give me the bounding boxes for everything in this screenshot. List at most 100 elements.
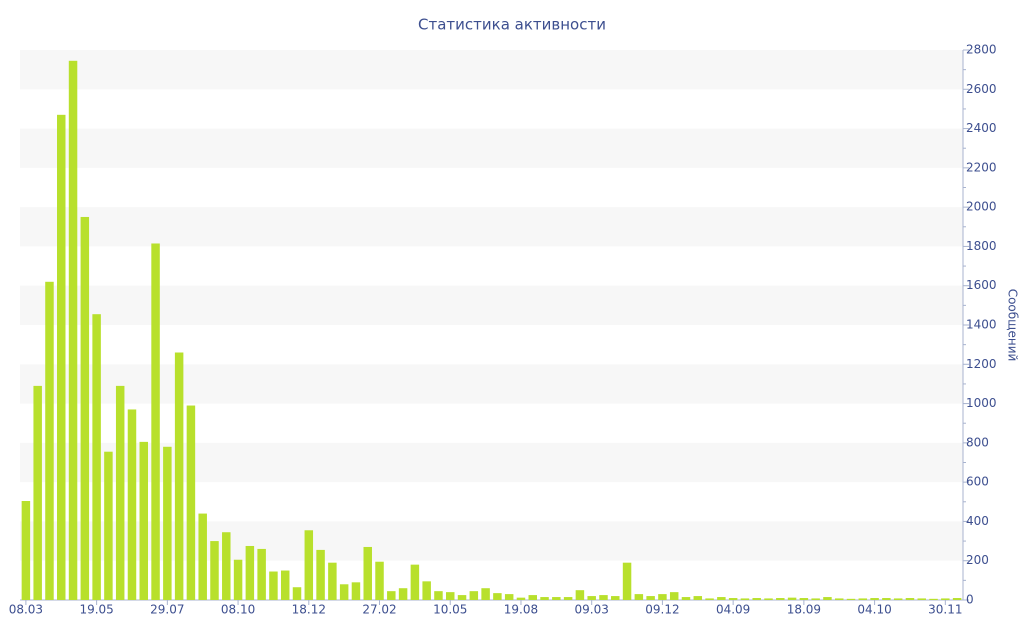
bar <box>434 591 443 600</box>
y-tick-label: 1200 <box>966 357 997 371</box>
x-tick-label: 27.02 <box>362 603 396 617</box>
bar <box>163 446 172 600</box>
bar <box>575 590 585 600</box>
bar <box>646 596 655 600</box>
bar <box>292 587 302 600</box>
grid-band <box>20 128 963 168</box>
grid-band <box>20 207 963 247</box>
bar <box>516 597 526 600</box>
bar <box>893 598 903 600</box>
bar <box>387 591 396 600</box>
bar <box>422 581 431 600</box>
y-axis-label: Сообщений <box>1006 289 1020 362</box>
bar <box>740 598 750 600</box>
bar <box>776 598 785 600</box>
x-tick-label: 29.07 <box>150 603 184 617</box>
bar <box>728 598 738 600</box>
y-tick-label: 1600 <box>966 278 997 292</box>
bar <box>21 501 31 600</box>
bar <box>882 598 891 600</box>
bar <box>834 598 844 600</box>
x-tick-label: 08.03 <box>9 603 43 617</box>
y-tick-label: 800 <box>966 435 989 449</box>
bar <box>45 281 54 600</box>
bar <box>151 243 160 600</box>
bar <box>764 598 773 600</box>
bar <box>68 60 78 600</box>
bar <box>611 596 620 600</box>
bar <box>705 598 714 600</box>
bar <box>57 114 66 601</box>
bar <box>528 595 537 600</box>
bar <box>410 564 420 600</box>
y-tick-label: 1800 <box>966 239 997 253</box>
bar <box>316 549 325 600</box>
bar <box>846 598 856 600</box>
bar <box>174 352 184 600</box>
bar <box>280 570 290 600</box>
x-tick-label: 08.10 <box>221 603 255 617</box>
bar <box>115 385 125 600</box>
bar <box>717 597 726 600</box>
bar <box>504 594 514 600</box>
bar <box>363 546 372 600</box>
bar <box>339 584 349 600</box>
bar <box>905 598 915 600</box>
x-tick-label: 19.08 <box>504 603 538 617</box>
bar <box>917 598 926 600</box>
y-tick-label: 2800 <box>966 43 997 57</box>
y-tick-label: 1000 <box>966 396 997 410</box>
bar <box>669 592 679 600</box>
bar <box>634 594 644 600</box>
bar <box>186 405 196 600</box>
y-tick-label: 400 <box>966 514 989 528</box>
bar <box>752 598 761 600</box>
bar <box>952 598 962 600</box>
y-tick-label: 600 <box>966 475 989 489</box>
bar <box>870 598 879 600</box>
x-tick-label: 18.09 <box>787 603 821 617</box>
bar <box>92 314 101 600</box>
bar <box>80 216 90 600</box>
bar <box>33 385 42 600</box>
bar <box>563 597 573 600</box>
bar <box>858 598 868 600</box>
bar <box>552 597 561 600</box>
grid-band <box>20 285 963 325</box>
bar <box>257 548 266 600</box>
grid-band <box>20 521 963 561</box>
bar <box>599 595 608 600</box>
bar <box>139 441 149 600</box>
bar <box>245 545 255 600</box>
bar <box>823 597 832 600</box>
bar <box>587 596 596 600</box>
x-tick-label: 10.05 <box>433 603 467 617</box>
bar <box>233 559 243 600</box>
bar <box>481 588 490 600</box>
bar <box>493 593 502 600</box>
bar <box>351 582 361 600</box>
grid-band <box>20 364 963 404</box>
bar <box>941 598 950 600</box>
bar <box>929 598 938 600</box>
bar <box>304 530 314 600</box>
bar <box>622 562 632 600</box>
bar <box>104 451 113 600</box>
y-tick-label: 2000 <box>966 200 997 214</box>
bar <box>469 591 479 600</box>
grid-band <box>20 50 963 90</box>
x-tick-label: 04.10 <box>857 603 891 617</box>
bar <box>328 562 337 600</box>
x-tick-label: 30.11 <box>928 603 962 617</box>
x-tick-label: 19.05 <box>79 603 113 617</box>
bar <box>658 594 667 600</box>
bar <box>799 598 809 600</box>
y-tick-label: 1400 <box>966 318 997 332</box>
bar <box>375 561 384 600</box>
bar <box>446 592 455 600</box>
x-tick-label: 18.12 <box>292 603 326 617</box>
y-tick-label: 2200 <box>966 160 997 174</box>
bar <box>693 596 703 600</box>
x-tick-label: 04.09 <box>716 603 750 617</box>
